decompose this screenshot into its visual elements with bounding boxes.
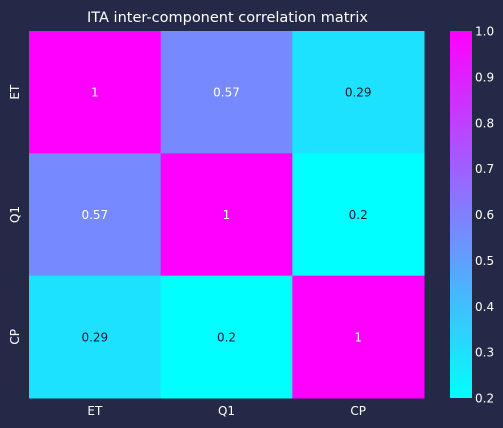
colorbar-tick-label: 0.5 [475,254,494,268]
heatmap-cells: 1 0.57 0.29 0.57 1 0.2 0.29 0.2 1 [29,31,425,399]
cell-value-label: 0.29 [345,86,372,100]
heatmap-cell-et-et [29,31,162,154]
x-tick-label: CP [350,404,366,418]
heatmap-cell-et-cp [292,31,425,154]
cell-value-label: 1 [223,208,231,222]
heatmap-cell-cp-et [29,275,162,399]
chart-title: ITA inter-component correlation matrix [87,10,368,26]
cell-value-label: 0.2 [217,330,236,344]
colorbar-tick-label: 0.2 [475,392,494,406]
x-axis: ET Q1 CP [87,404,366,418]
colorbar-tick-label: 1.0 [475,25,494,39]
heatmap-cell-q1-et [29,153,162,277]
colorbar: 0.2 0.3 0.4 0.5 0.6 0.7 0.8 0.9 1.0 [450,25,494,406]
colorbar-tick-label: 0.6 [475,208,494,222]
heatmap-cell-q1-cp [292,153,425,277]
y-tick-label: CP [8,329,22,345]
heatmap-cell-q1-q1 [160,153,293,277]
colorbar-tick-label: 0.4 [475,300,494,314]
x-tick-label: Q1 [218,404,235,418]
cell-value-label: 1 [91,86,99,100]
colorbar-gradient [450,31,472,398]
heatmap-cell-cp-cp [292,275,425,399]
heatmap-cell-cp-q1 [160,275,293,399]
y-tick-label: ET [8,84,22,100]
colorbar-tick-label: 0.9 [475,70,494,84]
cell-value-label: 1 [354,330,362,344]
x-tick-label: ET [87,404,103,418]
cell-value-label: 0.57 [81,208,108,222]
cell-value-label: 0.29 [81,330,108,344]
cell-value-label: 0.57 [213,86,240,100]
y-tick-label: Q1 [8,206,22,223]
colorbar-tick-label: 0.7 [475,162,494,176]
colorbar-tick-label: 0.8 [475,116,494,130]
y-axis: ET Q1 CP [8,84,22,345]
colorbar-tick-label: 0.3 [475,346,494,360]
heatmap-cell-et-q1 [160,31,293,154]
cell-value-label: 0.2 [349,208,368,222]
